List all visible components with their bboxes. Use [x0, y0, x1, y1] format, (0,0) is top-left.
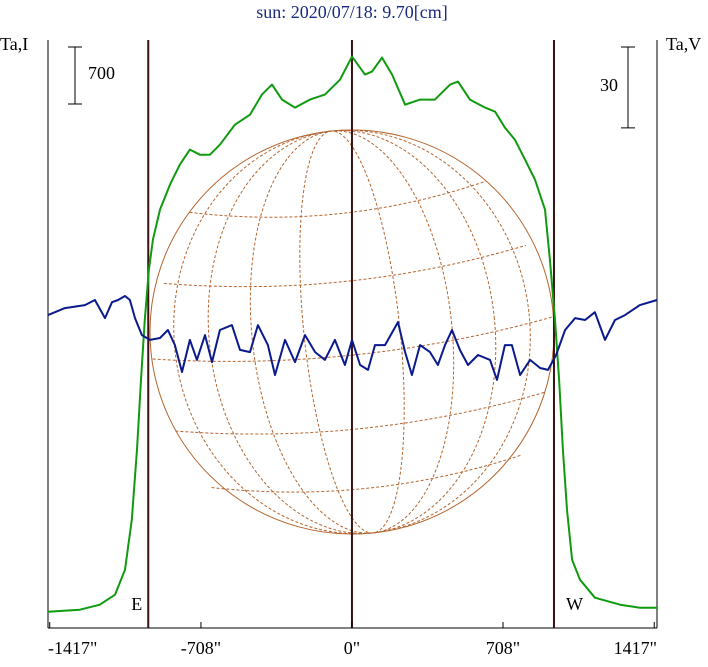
x-tick-label: 1417" — [614, 638, 657, 658]
scale-label: 700 — [88, 63, 115, 83]
scale-label: 30 — [600, 75, 618, 95]
series-line — [47, 55, 657, 613]
limb-label: W — [566, 594, 583, 614]
x-tick-label: -1417" — [48, 638, 97, 658]
x-tick-label: -708" — [181, 638, 221, 658]
solar-grid — [149, 129, 555, 535]
scale-bar — [621, 46, 635, 129]
scale-bar — [68, 46, 82, 105]
x-tick-label: 0" — [344, 638, 360, 658]
chart-title: sun: 2020/07/18: 9.70[cm] — [256, 2, 448, 22]
legend-label: Ta,V — [666, 34, 701, 54]
x-tick-label: 708" — [486, 638, 520, 658]
legend-label: Ta,I — [0, 34, 28, 54]
series-line — [47, 295, 658, 381]
limb-label: E — [131, 594, 142, 614]
